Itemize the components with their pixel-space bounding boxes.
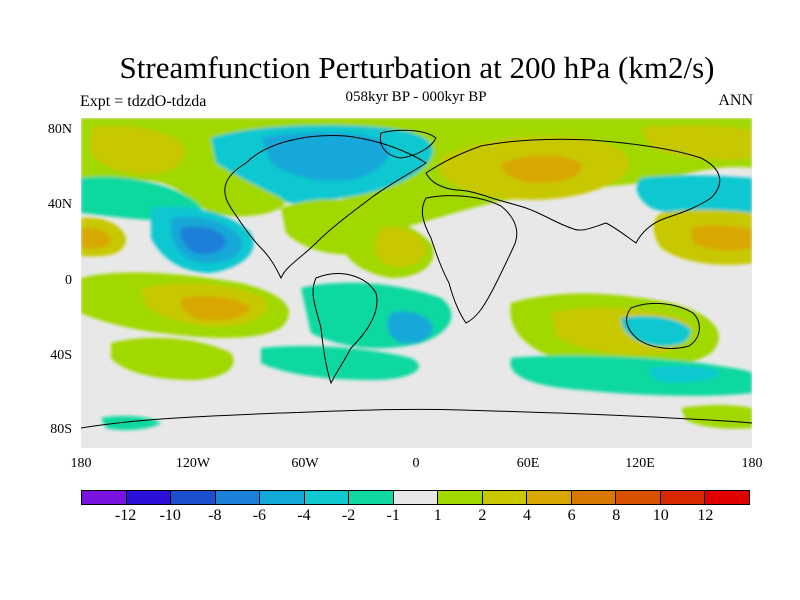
coast-greenland — [379, 129, 437, 159]
lon-label-180e: 180 — [741, 456, 763, 471]
lon-label-120e: 120E — [625, 456, 655, 471]
contour-blue-sa — [387, 311, 433, 344]
colorbar-label: 1 — [433, 507, 442, 524]
coast-australia — [626, 303, 700, 349]
colorbar — [81, 490, 750, 505]
contour-yellow-n3 — [641, 125, 752, 160]
coast-south-america — [312, 273, 378, 385]
contour-orange-wp — [81, 227, 111, 249]
colorbar-label: -12 — [114, 507, 137, 524]
colorbar-label: -6 — [252, 507, 267, 524]
contour-orange-n — [501, 155, 582, 183]
lat-label-80n: 80N — [47, 122, 72, 137]
lon-label-60w: 60W — [291, 456, 319, 471]
contour-cyan-so — [510, 355, 752, 396]
colorbar-swatch — [126, 491, 172, 504]
lat-label-80s: 80S — [50, 422, 72, 437]
colorbar-swatch — [349, 491, 394, 504]
colorbar-label: -2 — [341, 507, 356, 524]
lat-label-0: 0 — [65, 273, 72, 288]
lon-label-180w: 180 — [70, 456, 92, 471]
colorbar-swatch — [260, 491, 305, 504]
colorbar-swatch — [616, 491, 661, 504]
contour-cyan-se — [621, 316, 691, 347]
contour-green-so — [261, 346, 419, 380]
coastlines — [81, 129, 752, 429]
lat-label-40s: 40S — [50, 348, 72, 363]
streamfunction-map — [81, 118, 752, 448]
lon-label-120w: 120W — [175, 456, 211, 471]
contour-cyan-asia — [636, 175, 752, 220]
contour-cyan-ant — [101, 415, 161, 431]
colorbar-swatch — [393, 491, 439, 504]
colorbar-swatch — [215, 491, 261, 504]
colorbar-label: 8 — [612, 507, 621, 524]
colorbar-label: 6 — [567, 507, 576, 524]
coast-africa — [421, 195, 518, 324]
contour-blue-pac-core — [180, 226, 226, 255]
coast-north-america — [224, 135, 427, 280]
colorbar-label: -4 — [297, 507, 311, 524]
contour-blue-na-inner — [261, 132, 390, 181]
lon-label-60e: 60E — [516, 456, 540, 471]
colorbar-swatch — [571, 491, 617, 504]
colorbar-swatch — [82, 491, 127, 504]
coast-antarctica — [81, 408, 752, 429]
colorbar-label: 10 — [652, 507, 669, 524]
contour-green-ant — [681, 404, 752, 429]
colorbar-label: 2 — [478, 507, 487, 524]
contour-blue-so — [649, 365, 721, 383]
season-label: ANN — [718, 92, 753, 109]
colorbar-swatch — [304, 491, 350, 504]
contour-yellow-n1 — [91, 126, 185, 175]
colorbar-label: -10 — [159, 507, 181, 524]
contour-orange-s — [180, 296, 251, 321]
colorbar-label: -1 — [386, 507, 400, 524]
colorbar-swatch — [527, 491, 572, 504]
contour-yellow-afr — [374, 226, 426, 267]
lon-label-0: 0 — [412, 456, 420, 471]
coast-europe-asia — [425, 138, 721, 244]
chart-subtitle: 058kyr BP - 000kyr BP — [345, 89, 487, 105]
colorbar-swatch — [660, 491, 706, 504]
colorbar-swatch — [438, 491, 483, 504]
lat-label-40n: 40N — [47, 197, 72, 212]
colorbar-label: -8 — [208, 507, 222, 524]
contour-green-sp — [111, 337, 234, 380]
contour-orange-ea — [691, 225, 752, 251]
colorbar-label: 4 — [523, 507, 531, 524]
chart-title: Streamfunction Perturbation at 200 hPa (… — [119, 50, 715, 85]
colorbar-swatch — [705, 491, 749, 504]
colorbar-swatch — [171, 491, 216, 504]
colorbar-swatch — [482, 491, 528, 504]
experiment-label: Expt = tdzdO-tdzda — [80, 93, 207, 110]
colorbar-label: 12 — [697, 507, 714, 524]
